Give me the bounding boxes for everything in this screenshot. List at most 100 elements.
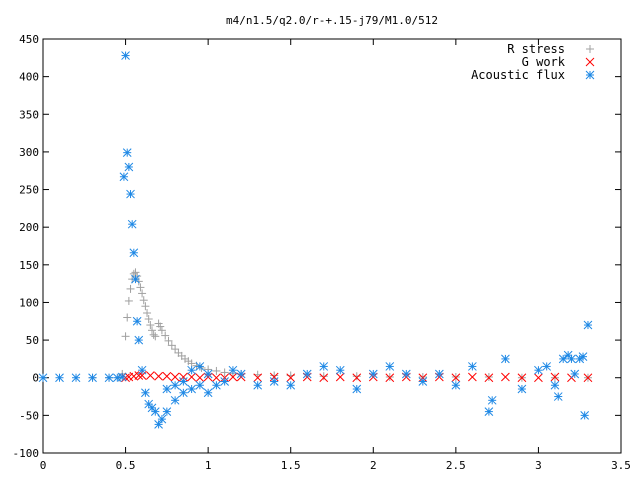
data-point bbox=[187, 365, 196, 375]
data-point bbox=[550, 372, 560, 382]
data-point bbox=[156, 322, 165, 331]
data-point bbox=[212, 366, 221, 375]
data-point bbox=[368, 369, 378, 379]
data-point bbox=[451, 373, 461, 383]
data-point bbox=[228, 372, 238, 382]
data-point bbox=[212, 373, 221, 383]
x-tick-label: 3.5 bbox=[611, 459, 631, 472]
x-tick-label: 3 bbox=[535, 459, 542, 472]
data-point bbox=[179, 377, 188, 386]
data-point bbox=[401, 369, 411, 379]
data-point bbox=[150, 407, 160, 416]
data-point bbox=[124, 162, 134, 172]
data-point bbox=[553, 392, 563, 401]
data-point bbox=[127, 219, 137, 229]
data-point bbox=[319, 362, 329, 371]
data-point bbox=[352, 373, 362, 383]
x-tick-label: 0 bbox=[40, 459, 47, 472]
y-tick-label: 250 bbox=[19, 184, 39, 197]
data-point bbox=[187, 372, 196, 382]
data-point bbox=[121, 332, 130, 341]
data-point bbox=[484, 372, 493, 381]
data-point bbox=[484, 407, 494, 416]
data-point bbox=[162, 384, 172, 394]
data-point bbox=[121, 51, 130, 60]
data-point bbox=[583, 373, 593, 383]
data-point bbox=[154, 371, 163, 381]
data-point bbox=[184, 357, 193, 366]
data-point bbox=[179, 372, 188, 382]
data-point bbox=[451, 380, 461, 390]
data-point bbox=[71, 373, 81, 383]
y-axis: -100 -50 0 50 100 150 200 250 300 350 400 450 bbox=[13, 33, 621, 460]
data-point bbox=[161, 331, 170, 340]
data-point bbox=[154, 420, 163, 429]
data-point bbox=[550, 373, 559, 382]
data-point bbox=[144, 315, 153, 324]
legend-marker bbox=[586, 45, 594, 53]
data-point bbox=[141, 388, 150, 398]
y-tick-label: 350 bbox=[19, 108, 39, 121]
data-point bbox=[220, 377, 230, 386]
legend-label: G work bbox=[522, 55, 566, 69]
data-point bbox=[131, 274, 140, 284]
y-tick-label: 400 bbox=[19, 71, 39, 84]
plot-area-border bbox=[42, 38, 622, 454]
data-point bbox=[171, 345, 180, 354]
data-point bbox=[147, 326, 156, 335]
data-point bbox=[157, 326, 166, 335]
data-point bbox=[352, 372, 361, 381]
data-point bbox=[126, 284, 135, 293]
data-point bbox=[236, 369, 246, 379]
data-point bbox=[501, 372, 510, 382]
data-point bbox=[164, 336, 173, 345]
data-point bbox=[542, 362, 552, 371]
data-point bbox=[195, 380, 205, 390]
data-point bbox=[501, 354, 510, 364]
x-tick-label: 2.5 bbox=[446, 459, 466, 472]
data-point bbox=[134, 335, 144, 345]
data-point bbox=[583, 320, 593, 330]
data-point bbox=[129, 269, 138, 278]
data-point bbox=[434, 369, 444, 379]
data-point bbox=[385, 373, 395, 383]
y-tick-label: 150 bbox=[19, 259, 39, 272]
y-tick-label: -50 bbox=[19, 409, 39, 422]
data-point bbox=[418, 377, 428, 386]
data-point bbox=[187, 359, 196, 368]
data-point bbox=[132, 316, 142, 326]
data-point bbox=[167, 341, 176, 350]
data-point bbox=[126, 189, 135, 199]
data-point bbox=[253, 373, 263, 383]
data-point bbox=[170, 372, 180, 382]
data-point bbox=[534, 373, 543, 383]
data-point bbox=[38, 373, 48, 383]
x-tick-label: 1 bbox=[205, 459, 212, 472]
y-tick-label: 450 bbox=[19, 33, 39, 46]
y-tick-label: -100 bbox=[13, 447, 40, 460]
data-point bbox=[179, 388, 188, 398]
data-point bbox=[203, 369, 213, 379]
data-point bbox=[138, 289, 147, 298]
data-point bbox=[170, 380, 180, 390]
x-tick-label: 0.5 bbox=[116, 459, 136, 472]
data-point bbox=[335, 372, 345, 382]
x-tick-label: 2 bbox=[370, 459, 377, 472]
y-tick-label: 300 bbox=[19, 146, 39, 159]
data-point bbox=[578, 352, 588, 362]
data-point bbox=[319, 373, 329, 383]
data-point bbox=[286, 373, 296, 383]
data-point bbox=[162, 371, 172, 381]
data-point bbox=[385, 362, 395, 371]
data-point bbox=[119, 172, 129, 182]
data-point bbox=[137, 365, 147, 375]
data-point bbox=[131, 268, 140, 277]
data-point bbox=[195, 373, 205, 383]
data-point bbox=[534, 365, 543, 375]
data-point bbox=[203, 388, 213, 398]
data-point bbox=[187, 384, 196, 394]
data-point bbox=[151, 332, 160, 341]
data-point bbox=[484, 373, 494, 383]
data-point bbox=[117, 372, 127, 382]
data-point bbox=[468, 362, 477, 371]
